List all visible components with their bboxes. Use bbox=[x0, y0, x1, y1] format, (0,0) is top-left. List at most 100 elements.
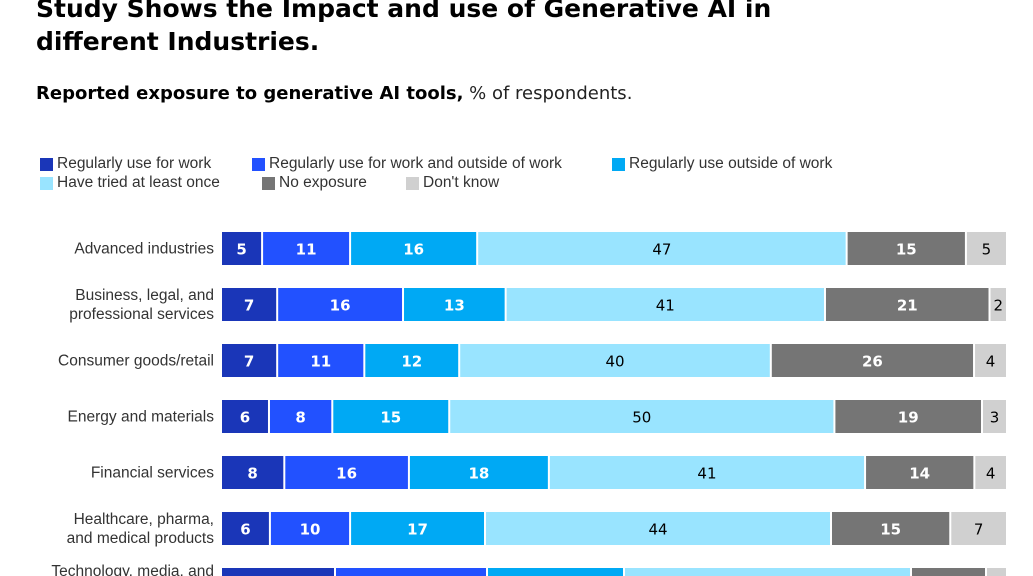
bar-segment bbox=[222, 400, 268, 433]
bar-segment bbox=[222, 512, 269, 545]
bar-segment-partial bbox=[488, 568, 623, 576]
bar-segment bbox=[351, 232, 477, 265]
data-label: 11 bbox=[296, 241, 317, 259]
bar-segment-partial bbox=[987, 568, 1006, 576]
bar-segment bbox=[222, 456, 284, 489]
legend-item: Regularly use for work and outside of wo… bbox=[252, 155, 562, 173]
data-label: 6 bbox=[240, 521, 250, 539]
data-label: 15 bbox=[380, 409, 401, 427]
bar-segment bbox=[460, 344, 770, 377]
data-label: 41 bbox=[697, 465, 716, 483]
data-label: 6 bbox=[240, 409, 250, 427]
data-label: 3 bbox=[990, 409, 1000, 427]
category-label: Energy and materials bbox=[68, 409, 215, 426]
data-label: 40 bbox=[605, 353, 624, 371]
legend-item: Regularly use for work bbox=[40, 155, 211, 173]
bar-segment bbox=[983, 400, 1006, 433]
subtitle-unit: % of respondents. bbox=[463, 83, 633, 104]
bar-segment bbox=[486, 512, 830, 545]
data-label: 7 bbox=[244, 353, 254, 371]
legend-swatch bbox=[252, 157, 265, 171]
legend-label: Regularly use for work and outside of wo… bbox=[269, 155, 562, 172]
legend-swatch bbox=[406, 176, 419, 190]
data-label: 16 bbox=[330, 297, 351, 315]
legend-item: Have tried at least once bbox=[40, 174, 220, 192]
bar-segment-partial bbox=[336, 568, 486, 576]
bar-segment bbox=[975, 344, 1006, 377]
data-label: 10 bbox=[300, 521, 321, 539]
data-label: 4 bbox=[986, 353, 996, 371]
bar-segment bbox=[333, 400, 449, 433]
legend-label: Have tried at least once bbox=[57, 174, 220, 191]
data-label: 18 bbox=[468, 465, 489, 483]
data-label: 12 bbox=[401, 353, 422, 371]
data-label: 2 bbox=[993, 297, 1003, 315]
data-label: 26 bbox=[862, 353, 883, 371]
bar-segment bbox=[835, 400, 982, 433]
legend-label: Don't know bbox=[423, 174, 500, 191]
bar-segment bbox=[351, 512, 484, 545]
bar-segment bbox=[549, 456, 865, 489]
data-label: 5 bbox=[236, 241, 246, 259]
category-label: Advanced industries bbox=[74, 241, 214, 258]
category-label: and medical products bbox=[67, 530, 215, 547]
category-label: Consumer goods/retail bbox=[58, 353, 214, 370]
category-label: professional services bbox=[69, 306, 214, 323]
legend-label: Regularly use for work bbox=[57, 155, 212, 172]
category-label: Healthcare, pharma, bbox=[74, 511, 214, 528]
bar-segment bbox=[847, 232, 965, 265]
bar-segment bbox=[450, 400, 834, 433]
bar-segment bbox=[990, 288, 1006, 321]
legend-swatch bbox=[262, 176, 275, 190]
category-label: Financial services bbox=[91, 465, 214, 482]
bar-segment bbox=[270, 512, 350, 545]
legend-swatch bbox=[40, 157, 53, 171]
data-label: 21 bbox=[897, 297, 918, 315]
category-label-partial: Technology, media, and bbox=[51, 563, 214, 576]
data-label: 17 bbox=[407, 521, 428, 539]
bar-segment bbox=[278, 344, 364, 377]
bar-segment bbox=[263, 232, 350, 265]
data-label: 41 bbox=[656, 297, 675, 315]
data-label: 13 bbox=[444, 297, 465, 315]
data-label: 7 bbox=[974, 521, 984, 539]
category-label: Business, legal, and bbox=[75, 287, 214, 304]
data-label: 50 bbox=[632, 409, 651, 427]
bar-segment bbox=[832, 512, 950, 545]
bar-segment bbox=[222, 288, 277, 321]
data-label: 15 bbox=[896, 241, 917, 259]
bar-segment bbox=[409, 456, 548, 489]
data-label: 16 bbox=[336, 465, 357, 483]
bar-segment bbox=[771, 344, 974, 377]
bar-segment bbox=[825, 288, 989, 321]
bar-segment bbox=[278, 288, 403, 321]
bar-segment bbox=[269, 400, 332, 433]
chart-title: Study Shows the Impact and use of Genera… bbox=[36, 0, 772, 56]
legend-item: Don't know bbox=[406, 174, 499, 192]
bar-segment bbox=[404, 288, 505, 321]
bar-segment bbox=[285, 456, 408, 489]
bar-segment bbox=[966, 232, 1006, 265]
legend-swatch bbox=[612, 157, 625, 171]
bar-segment bbox=[975, 456, 1006, 489]
bar-segment-partial bbox=[912, 568, 985, 576]
data-label: 7 bbox=[244, 297, 254, 315]
legend-swatch bbox=[40, 176, 53, 190]
data-label: 4 bbox=[986, 465, 996, 483]
data-label: 8 bbox=[295, 409, 305, 427]
bar-segment-partial bbox=[625, 568, 910, 576]
legend-label: No exposure bbox=[279, 174, 367, 191]
subtitle-main: Reported exposure to generative AI tools… bbox=[36, 83, 464, 104]
data-label: 5 bbox=[982, 241, 992, 259]
data-label: 47 bbox=[652, 241, 671, 259]
legend-label: Regularly use outside of work bbox=[629, 155, 833, 172]
data-label: 11 bbox=[310, 353, 331, 371]
bar-segment bbox=[222, 344, 277, 377]
data-label: 44 bbox=[648, 521, 667, 539]
bar-segment bbox=[866, 456, 974, 489]
bar-segment bbox=[365, 344, 459, 377]
data-label: 14 bbox=[909, 465, 930, 483]
data-label: 19 bbox=[898, 409, 919, 427]
data-label: 15 bbox=[880, 521, 901, 539]
bar-segment bbox=[506, 288, 824, 321]
